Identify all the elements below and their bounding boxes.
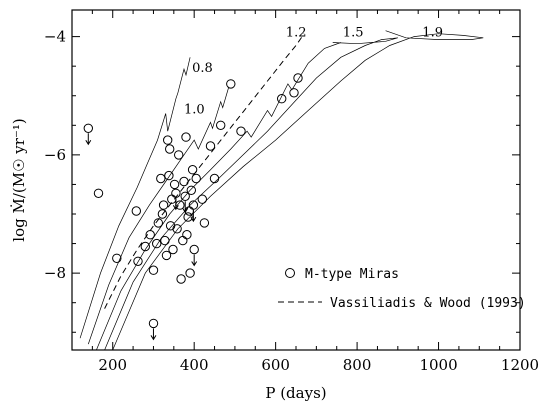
track-1.2 — [96, 42, 341, 351]
y-axis-ticks: −8 −6 −4 — [44, 28, 520, 333]
mira-point — [148, 318, 159, 329]
x-tick-label: 200 — [98, 356, 127, 374]
track-label: 1.0 — [184, 103, 205, 118]
mira-point — [182, 230, 192, 240]
mira-point — [199, 218, 210, 228]
track-0.8 — [79, 57, 191, 339]
mira-point — [187, 165, 198, 175]
mira-point — [165, 144, 175, 154]
x-tick-label: 600 — [261, 356, 290, 374]
y-tick-label: −8 — [44, 264, 66, 282]
mira-point — [236, 126, 246, 136]
mira-point — [216, 120, 226, 131]
upper-limit-arrow — [191, 254, 198, 267]
track-1.9 — [112, 30, 484, 351]
upper-limit-arrow — [85, 133, 92, 146]
mira-point — [83, 123, 94, 134]
track-label: 1.9 — [422, 26, 443, 41]
upper-limit-arrow — [150, 328, 157, 341]
track-label: 1.5 — [343, 26, 364, 41]
mira-point — [171, 188, 181, 199]
track-label: 0.8 — [192, 61, 213, 76]
x-axis-ticks: 200 400 600 800 1000 1200 — [91, 10, 539, 374]
track-1.0 — [87, 86, 230, 345]
mira-point — [181, 132, 191, 142]
mira-point — [112, 253, 122, 263]
vassiliadis-wood-curve — [104, 33, 305, 309]
upper-limit-arrow — [190, 210, 197, 223]
mira-point — [185, 268, 195, 278]
track-label: 1.2 — [286, 26, 307, 41]
mira-point — [191, 173, 201, 184]
mira-point — [172, 224, 182, 234]
legend-circle-marker — [285, 268, 295, 278]
legend: M-type Miras Vassiliadis & Wood (1993) — [278, 267, 526, 311]
x-tick-label: 1200 — [501, 356, 539, 374]
mira-point — [156, 173, 166, 184]
mira-point — [169, 179, 180, 190]
mira-point — [209, 173, 220, 184]
mira-point — [160, 235, 170, 246]
y-tick-label: −6 — [44, 146, 66, 164]
mira-point — [183, 212, 193, 222]
mira-point — [289, 88, 299, 98]
mira-point — [226, 79, 236, 89]
mira-point — [164, 170, 174, 181]
x-tick-label: 1000 — [419, 356, 457, 374]
mira-point — [197, 194, 208, 204]
mira-point — [131, 206, 142, 216]
vw-line — [104, 33, 305, 309]
mira-point — [161, 250, 172, 261]
mira-points — [83, 73, 303, 341]
mira-point — [205, 141, 216, 151]
track-1.5 — [104, 37, 398, 351]
mira-point — [163, 135, 173, 145]
mira-point — [186, 185, 197, 196]
y-tick-label: −4 — [44, 28, 66, 46]
mira-point — [176, 274, 186, 284]
x-tick-label: 400 — [180, 356, 209, 374]
mira-point — [293, 73, 303, 83]
mira-point — [148, 265, 159, 275]
mira-point — [179, 176, 189, 187]
mira-point — [165, 221, 176, 231]
mira-point — [168, 244, 178, 255]
mira-point — [133, 256, 143, 266]
track-labels: 0.8 1.0 1.2 1.5 1.9 — [184, 26, 443, 118]
x-axis-label: P (days) — [265, 384, 326, 402]
mira-point — [175, 200, 185, 210]
mira-point — [174, 150, 184, 160]
mira-point — [145, 230, 155, 240]
mira-point — [178, 235, 188, 246]
y-axis-label: log Ṁ/(M☉ yr⁻¹) — [10, 118, 28, 241]
mira-point — [157, 209, 168, 219]
mira-point — [277, 94, 287, 104]
mira-point — [152, 238, 162, 249]
mira-point — [188, 200, 199, 210]
x-tick-label: 800 — [343, 356, 372, 374]
mira-point — [93, 188, 104, 199]
legend-label-vw: Vassiliadis & Wood (1993) — [330, 296, 526, 311]
mira-point — [180, 191, 190, 202]
legend-label-miras: M-type Miras — [305, 267, 399, 282]
mira-point — [153, 218, 164, 228]
mira-point — [158, 200, 169, 210]
evolutionary-tracks — [79, 30, 484, 351]
mira-point — [189, 244, 199, 255]
mira-point — [140, 241, 151, 252]
